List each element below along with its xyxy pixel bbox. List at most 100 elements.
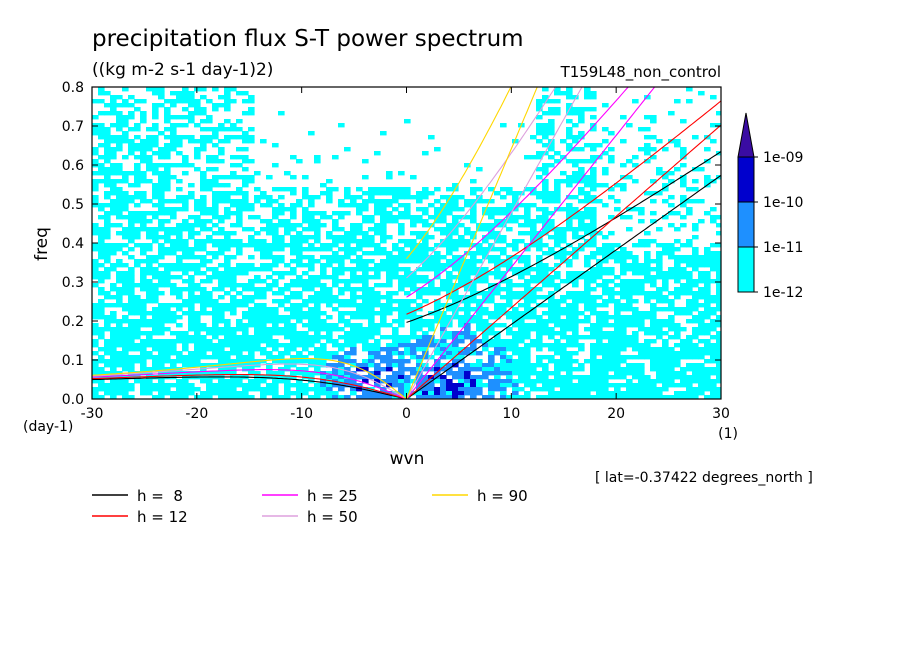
heatmap-cell bbox=[224, 383, 231, 388]
heatmap-cell bbox=[704, 395, 711, 399]
heatmap-cell bbox=[578, 167, 585, 172]
heatmap-cell bbox=[476, 307, 483, 312]
heatmap-cell bbox=[164, 187, 171, 192]
heatmap-cell bbox=[176, 323, 183, 328]
heatmap-cell bbox=[548, 267, 555, 272]
heatmap-cell bbox=[200, 255, 207, 260]
heatmap-cell bbox=[212, 355, 219, 360]
heatmap-cell bbox=[188, 263, 195, 268]
heatmap-cell bbox=[602, 171, 609, 176]
heatmap-cell bbox=[368, 311, 375, 316]
heatmap-cell bbox=[338, 211, 345, 216]
heatmap-cell bbox=[398, 335, 405, 340]
heatmap-cell bbox=[566, 135, 573, 140]
heatmap-cell bbox=[572, 227, 579, 232]
heatmap-cell bbox=[668, 307, 675, 312]
heatmap-cell bbox=[644, 339, 651, 344]
heatmap-cell bbox=[488, 215, 495, 220]
dispersion-curve-h50 bbox=[406, 87, 583, 399]
heatmap-cell bbox=[206, 155, 213, 160]
heatmap-cell bbox=[248, 127, 255, 132]
heatmap-cell bbox=[674, 351, 681, 356]
heatmap-cell bbox=[506, 367, 513, 372]
heatmap-cell bbox=[416, 363, 423, 368]
heatmap-cell bbox=[710, 379, 717, 384]
heatmap-cell bbox=[314, 355, 321, 360]
heatmap-cell bbox=[176, 243, 183, 248]
heatmap-cell bbox=[344, 243, 351, 248]
heatmap-cell bbox=[590, 223, 597, 228]
heatmap-cell bbox=[404, 271, 411, 276]
heatmap-cell bbox=[230, 223, 237, 228]
heatmap-cell bbox=[716, 395, 721, 399]
heatmap-cell bbox=[428, 319, 435, 324]
heatmap-cell bbox=[314, 231, 321, 236]
heatmap-cell bbox=[524, 287, 531, 292]
heatmap-cell bbox=[464, 367, 471, 372]
heatmap-cell bbox=[536, 323, 543, 328]
heatmap-cell bbox=[626, 323, 633, 328]
heatmap-cell bbox=[356, 331, 363, 336]
heatmap-cell bbox=[158, 203, 165, 208]
heatmap-cell bbox=[98, 131, 105, 136]
heatmap-cell bbox=[116, 195, 123, 200]
heatmap-cell bbox=[464, 275, 471, 280]
heatmap-cell bbox=[704, 347, 711, 352]
heatmap-cell bbox=[392, 339, 399, 344]
heatmap-cell bbox=[164, 207, 171, 212]
heatmap-cell bbox=[230, 271, 237, 276]
heatmap-cell bbox=[212, 155, 219, 160]
heatmap-cell bbox=[104, 175, 111, 180]
heatmap-cell bbox=[524, 279, 531, 284]
heatmap-cell bbox=[584, 183, 591, 188]
heatmap-cell bbox=[548, 315, 555, 320]
heatmap-cell bbox=[242, 207, 249, 212]
heatmap-cell bbox=[326, 355, 333, 360]
heatmap-cell bbox=[386, 203, 393, 208]
heatmap-cell bbox=[692, 335, 699, 340]
heatmap-cell bbox=[350, 227, 357, 232]
heatmap-cell bbox=[272, 283, 279, 288]
heatmap-cell bbox=[416, 339, 423, 344]
heatmap-cell bbox=[176, 379, 183, 384]
heatmap-cell bbox=[296, 247, 303, 252]
heatmap-cell bbox=[590, 243, 597, 248]
heatmap-cell bbox=[398, 319, 405, 324]
heatmap-cell bbox=[158, 131, 165, 136]
heatmap-cell bbox=[584, 335, 591, 340]
heatmap-cell bbox=[98, 287, 105, 292]
heatmap-cell bbox=[698, 367, 705, 372]
heatmap-cell bbox=[482, 207, 489, 212]
heatmap-cell bbox=[512, 371, 519, 376]
heatmap-cell bbox=[398, 255, 405, 260]
heatmap-cell bbox=[128, 139, 135, 144]
heatmap-cell bbox=[194, 219, 201, 224]
heatmap-cell bbox=[608, 299, 615, 304]
heatmap-cell bbox=[122, 251, 129, 256]
heatmap-cell bbox=[146, 323, 153, 328]
heatmap-cell bbox=[572, 247, 579, 252]
heatmap-cell bbox=[422, 207, 429, 212]
heatmap-cell bbox=[206, 379, 213, 384]
heatmap-cell bbox=[344, 267, 351, 272]
heatmap-cell bbox=[632, 279, 639, 284]
heatmap-cell bbox=[566, 95, 573, 100]
heatmap-cell bbox=[302, 283, 309, 288]
heatmap-cell bbox=[500, 187, 507, 192]
heatmap-cell bbox=[470, 191, 477, 196]
heatmap-cell bbox=[104, 295, 111, 300]
heatmap-cell bbox=[692, 379, 699, 384]
heatmap-cell bbox=[614, 383, 621, 388]
heatmap-cell bbox=[470, 367, 477, 372]
heatmap-cell bbox=[578, 147, 585, 152]
heatmap-cell bbox=[122, 387, 129, 392]
heatmap-cell bbox=[320, 275, 327, 280]
heatmap-cell bbox=[500, 207, 507, 212]
heatmap-cell bbox=[596, 347, 603, 352]
heatmap-cell bbox=[716, 275, 721, 280]
heatmap-cell bbox=[656, 171, 663, 176]
heatmap-cell bbox=[200, 347, 207, 352]
heatmap-cell bbox=[596, 231, 603, 236]
heatmap-cell bbox=[536, 335, 543, 340]
heatmap-cell bbox=[350, 275, 357, 280]
